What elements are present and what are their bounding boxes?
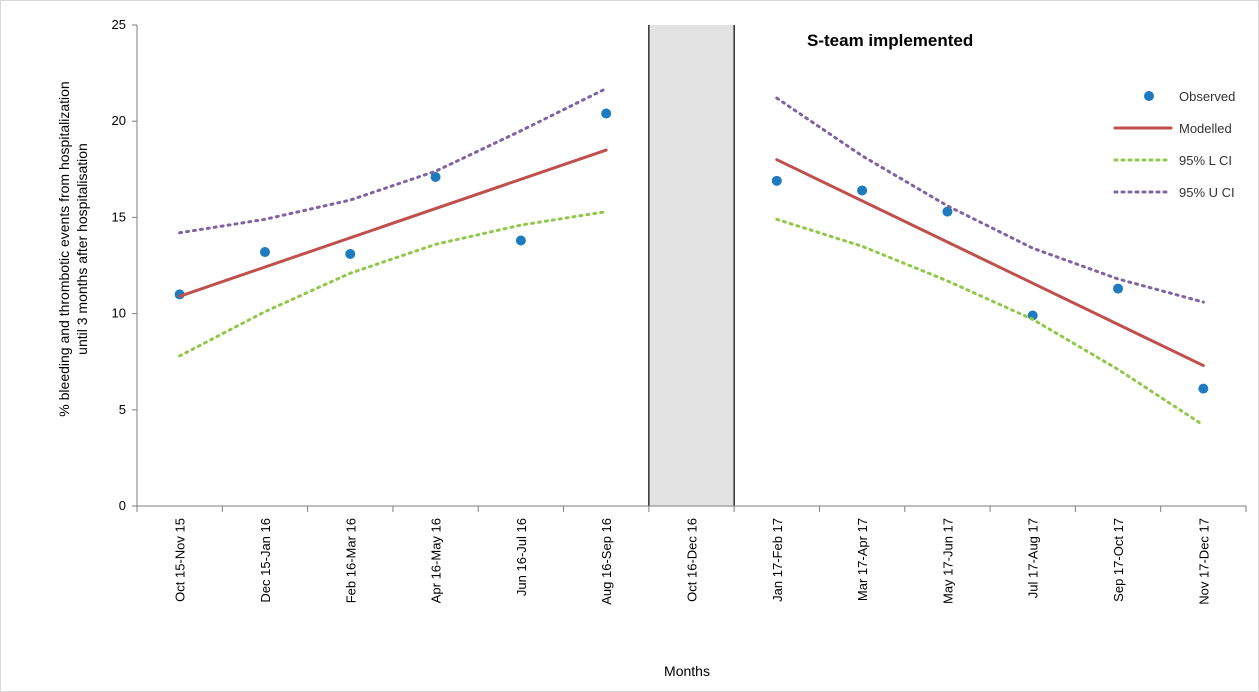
axes-group: 0 5 10 15 20 25 Oct 15-Nov 15 Dec 15-Jan 16 Feb … [112,17,1247,605]
observed-point-4 [515,235,526,246]
series-layer [174,86,1209,427]
observed-point-12 [1198,383,1209,394]
shaded-period-band [648,25,735,506]
x-tick-label: Jan 17-Feb 17 [770,518,785,602]
modelled-line-segment-1 [178,148,608,298]
y-axis-title-line-1: % bleeding and thrombotic events from ho… [56,81,72,416]
observed-point-11 [1113,283,1124,294]
x-tick-label: Sep 17-Oct 17 [1111,518,1126,602]
y-tick-label: 10 [112,306,126,321]
legend-label-modelled: Modelled [1179,121,1232,136]
legend: Observed Modelled 95% L CI 95% U CI [1113,89,1235,200]
modelled-line-segment-2 [775,158,1205,368]
legend-label-observed: Observed [1179,89,1235,104]
x-axis-title: Months [664,663,710,679]
y-axis-title-line-2: until 3 months after hospitalisation [74,143,90,355]
observed-point-8 [857,185,868,196]
y-tick-label: 25 [112,17,126,32]
x-tick-label: May 17-Jun 17 [940,518,955,604]
observed-point-1 [259,247,270,258]
legend-label-95-u-ci: 95% U CI [1179,185,1235,200]
observed-point-9 [942,206,953,217]
x-tick-label: Nov 17-Dec 17 [1196,518,1211,605]
x-tick-label: Feb 16-Mar 16 [343,518,358,603]
95-l-ci-line-segment-1 [178,210,608,358]
95-u-ci-line-segment-1 [178,86,608,235]
y-tick-label: 0 [119,498,126,513]
x-tick-label: Mar 17-Apr 17 [855,518,870,601]
x-tick-label: Apr 16-May 16 [429,518,444,603]
95-l-ci-line-segment-2 [775,217,1205,427]
x-tick-label: Aug 16-Sep 16 [599,518,614,605]
legend-swatch-observed [1144,91,1154,101]
y-tick-label: 20 [112,113,126,128]
x-tick-label: Jul 17-Aug 17 [1026,518,1041,598]
x-tick-label: Oct 15-Nov 15 [173,518,188,602]
observed-point-7 [771,175,782,186]
y-tick-label: 15 [112,209,126,224]
annotation-s-team-implemented: S-team implemented [807,31,973,50]
x-tick-label: Jun 16-Jul 16 [514,518,529,596]
legend-label-95-l-ci: 95% L CI [1179,153,1232,168]
95-u-ci-line-segment-2 [775,96,1205,304]
observed-point-3 [430,171,441,182]
observed-point-2 [345,248,356,259]
x-tick-label: Dec 15-Jan 16 [258,518,273,603]
x-tick-label: Oct 16-Dec 16 [685,518,700,602]
y-tick-label: 5 [119,402,126,417]
observed-point-5 [601,108,612,119]
